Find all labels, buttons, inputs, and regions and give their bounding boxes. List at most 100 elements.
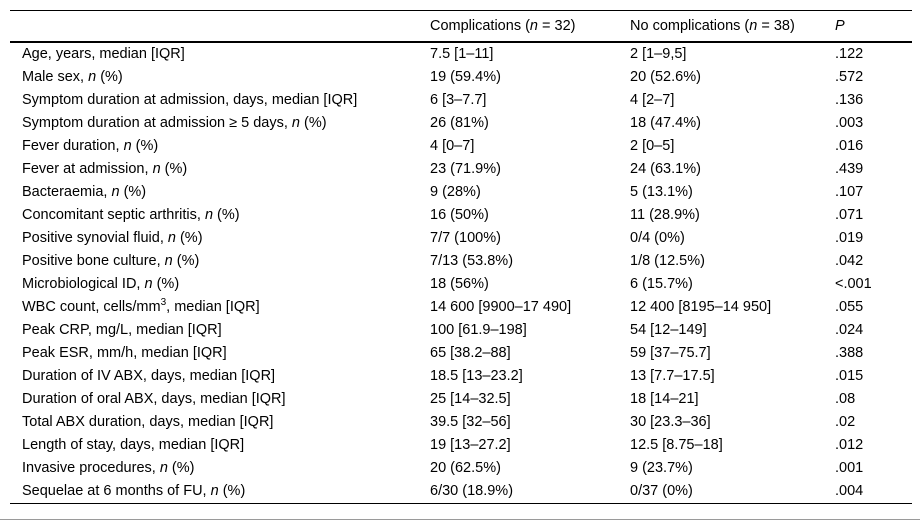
no-complications-value-cell: 9 (23.7%) [630, 460, 693, 476]
complications-value-cell: 4 [0–7] [430, 138, 475, 154]
bottom-rule [0, 519, 920, 520]
row-label-cell: Age, years, median [IQR] [22, 46, 185, 62]
row-label-cell: Duration of oral ABX, days, median [IQR] [22, 391, 286, 407]
row-label-cell: Length of stay, days, median [IQR] [22, 437, 245, 453]
table-header-row: Complications (n = 32) No complications … [10, 10, 912, 43]
complications-value-cell: 6 [3–7.7] [430, 92, 487, 108]
no-complications-value-cell: 12.5 [8.75–18] [630, 437, 723, 453]
complications-value-cell: 7/7 (100%) [430, 230, 501, 246]
row-label-cell: Positive synovial fluid, n (%) [22, 230, 203, 246]
complications-value-cell: 18 (56%) [430, 276, 489, 292]
no-complications-value-cell: 18 [14–21] [630, 391, 699, 407]
complications-value-cell: 20 (62.5%) [430, 460, 501, 476]
table-row: Duration of oral ABX, days, median [IQR]… [10, 388, 912, 411]
table-body: Age, years, median [IQR] 7.5 [1–11] 2 [1–9… [10, 42, 912, 504]
no-complications-value-cell: 0/37 (0%) [630, 483, 693, 499]
no-complications-value-cell: 5 (13.1%) [630, 184, 693, 200]
p-value-cell: .439 [835, 161, 864, 177]
no-complications-value-cell: 2 [1–9,5] [630, 46, 687, 62]
no-complications-value-cell: 13 [7.7–17.5] [630, 368, 715, 384]
table-row: Fever duration, n (%) 4 [0–7] 2 [0–5] .016 [10, 135, 912, 158]
no-complications-value-cell: 30 [23.3–36] [630, 414, 711, 430]
table-row: Positive synovial fluid, n (%) 7/7 (100%)… [10, 227, 912, 250]
complications-value-cell: 18.5 [13–23.2] [430, 368, 523, 384]
header-p-value: P [835, 10, 912, 43]
no-complications-value-cell: 2 [0–5] [630, 138, 675, 154]
p-value-cell: <.001 [835, 276, 872, 292]
row-label-cell: Microbiological ID, n (%) [22, 276, 180, 292]
no-complications-value-cell: 24 (63.1%) [630, 161, 701, 177]
row-label-cell: Symptom duration at admission ≥ 5 days, … [22, 115, 327, 131]
complications-value-cell: 19 [13–27.2] [430, 437, 511, 453]
table-row: Bacteraemia, n (%) 9 (28%) 5 (13.1%) .107 [10, 181, 912, 204]
table-row: Peak ESR, mm/h, median [IQR] 65 [38.2–88]… [10, 342, 912, 365]
p-value-cell: .001 [835, 460, 864, 476]
table-row: Length of stay, days, median [IQR] 19 [13… [10, 434, 912, 457]
complications-value-cell: 39.5 [32–56] [430, 414, 511, 430]
complications-value-cell: 100 [61.9–198] [430, 322, 527, 338]
row-label-cell: WBC count, cells/mm3, median [IQR] [22, 297, 260, 315]
no-complications-value-cell: 0/4 (0%) [630, 230, 685, 246]
complications-value-cell: 26 (81%) [430, 115, 489, 131]
p-value-cell: .024 [835, 322, 864, 338]
p-value-cell: .019 [835, 230, 864, 246]
row-label-cell: Fever duration, n (%) [22, 138, 159, 154]
complications-value-cell: 7.5 [1–11] [430, 46, 494, 62]
p-value-cell: .071 [835, 207, 864, 223]
table-row: Peak CRP, mg/L, median [IQR] 100 [61.9–19… [10, 319, 912, 342]
no-complications-value-cell: 4 [2–7] [630, 92, 675, 108]
no-complications-value-cell: 11 (28.9%) [630, 207, 700, 223]
no-complications-value-cell: 1/8 (12.5%) [630, 253, 705, 269]
table-row: Symptom duration at admission ≥ 5 days, … [10, 112, 912, 135]
p-value-cell: .003 [835, 115, 864, 131]
p-value-cell: .042 [835, 253, 864, 269]
row-label-cell: Peak CRP, mg/L, median [IQR] [22, 322, 222, 338]
p-value-cell: .055 [835, 299, 864, 315]
header-variable [10, 10, 430, 43]
complications-value-cell: 9 (28%) [430, 184, 481, 200]
p-value-cell: .012 [835, 437, 864, 453]
row-label-cell: Fever at admission, n (%) [22, 161, 188, 177]
table-row: WBC count, cells/mm3, median [IQR] 14 600… [10, 296, 912, 319]
row-label-cell: Symptom duration at admission, days, med… [22, 92, 358, 108]
data-table: Complications (n = 32) No complications … [10, 10, 912, 504]
complications-value-cell: 19 (59.4%) [430, 69, 501, 85]
no-complications-value-cell: 6 (15.7%) [630, 276, 693, 292]
complications-value-cell: 25 [14–32.5] [430, 391, 511, 407]
header-no-complications: No complications (n = 38) [630, 10, 835, 43]
p-value-cell: .08 [835, 391, 856, 407]
p-value-cell: .015 [835, 368, 864, 384]
no-complications-value-cell: 12 400 [8195–14 950] [630, 299, 772, 315]
row-label-cell: Peak ESR, mm/h, median [IQR] [22, 345, 227, 361]
row-label-cell: Sequelae at 6 months of FU, n (%) [22, 483, 246, 499]
p-value-cell: .136 [835, 92, 864, 108]
table-row: Sequelae at 6 months of FU, n (%) 6/30 (1… [10, 480, 912, 504]
p-value-cell: .572 [835, 69, 864, 85]
row-label-cell: Total ABX duration, days, median [IQR] [22, 414, 274, 430]
p-value-cell: .004 [835, 483, 864, 499]
complications-value-cell: 7/13 (53.8%) [430, 253, 514, 269]
complications-value-cell: 6/30 (18.9%) [430, 483, 514, 499]
row-label-cell: Concomitant septic arthritis, n (%) [22, 207, 240, 223]
outcomes-comparison-table: Complications (n = 32) No complications … [10, 10, 912, 504]
header-complications: Complications (n = 32) [430, 10, 630, 43]
p-value-cell: .122 [835, 46, 864, 62]
p-value-cell: .107 [835, 184, 864, 200]
table-row: Microbiological ID, n (%) 18 (56%) 6 (15.7… [10, 273, 912, 296]
row-label-cell: Male sex, n (%) [22, 69, 123, 85]
table-row: Positive bone culture, n (%) 7/13 (53.8%)… [10, 250, 912, 273]
no-complications-value-cell: 18 (47.4%) [630, 115, 701, 131]
no-complications-value-cell: 20 (52.6%) [630, 69, 701, 85]
row-label-cell: Positive bone culture, n (%) [22, 253, 200, 269]
table-row: Age, years, median [IQR] 7.5 [1–11] 2 [1–9… [10, 42, 912, 66]
row-label-cell: Duration of IV ABX, days, median [IQR] [22, 368, 276, 384]
table-row: Duration of IV ABX, days, median [IQR] 18… [10, 365, 912, 388]
table-row: Total ABX duration, days, median [IQR] 39… [10, 411, 912, 434]
no-complications-value-cell: 54 [12–149] [630, 322, 707, 338]
complications-value-cell: 14 600 [9900–17 490] [430, 299, 572, 315]
p-value-cell: .016 [835, 138, 864, 154]
complications-value-cell: 65 [38.2–88] [430, 345, 511, 361]
p-value-cell: .388 [835, 345, 864, 361]
no-complications-value-cell: 59 [37–75.7] [630, 345, 711, 361]
